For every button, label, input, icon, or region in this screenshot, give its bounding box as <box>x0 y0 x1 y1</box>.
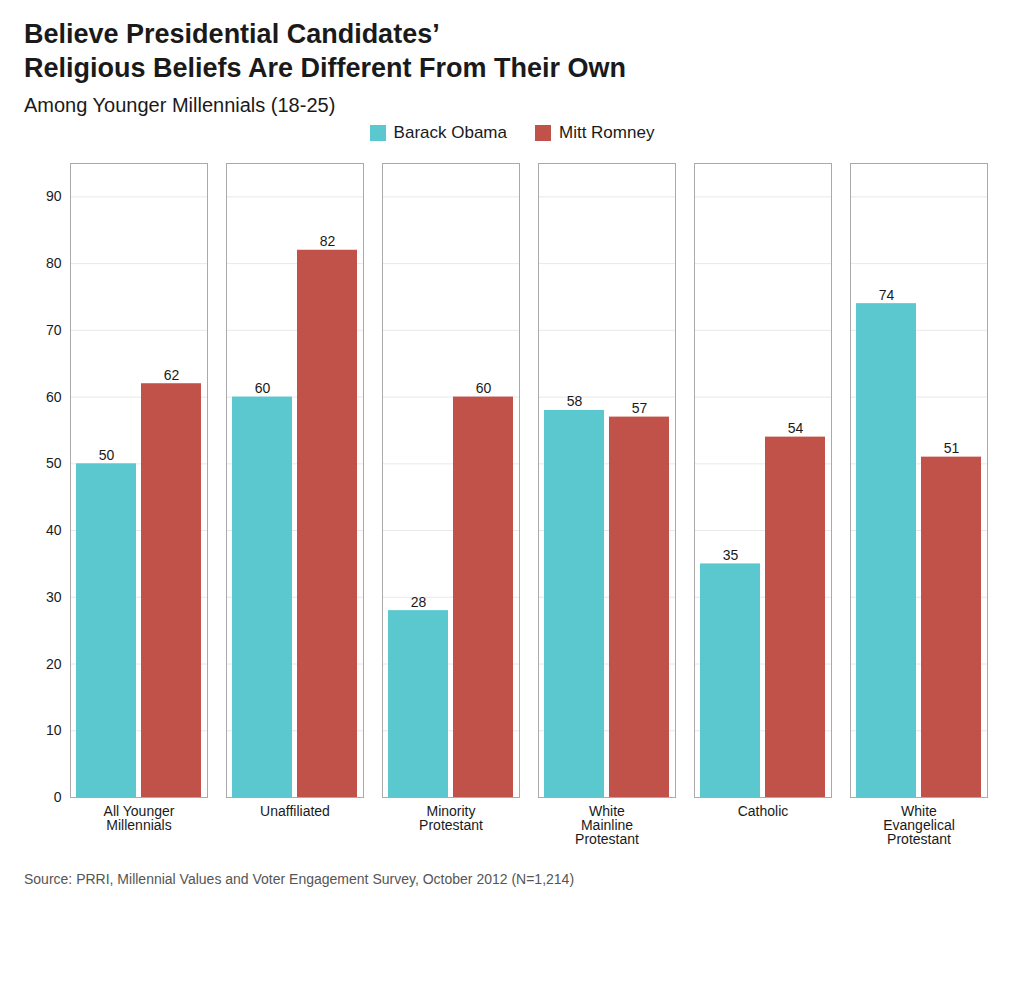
svg-text:50: 50 <box>99 446 115 462</box>
svg-text:10: 10 <box>46 722 62 738</box>
svg-text:WhiteEvangelicalProtestant: WhiteEvangelicalProtestant <box>883 803 955 847</box>
svg-text:74: 74 <box>879 286 895 302</box>
svg-text:30: 30 <box>46 588 62 604</box>
svg-text:60: 60 <box>255 380 271 396</box>
svg-text:WhiteMainlineProtestant: WhiteMainlineProtestant <box>575 803 639 847</box>
svg-text:58: 58 <box>567 393 583 409</box>
svg-text:35: 35 <box>723 546 739 562</box>
svg-text:40: 40 <box>46 522 62 538</box>
svg-text:28: 28 <box>411 593 427 609</box>
html-text:Among Younger Millennials (18-: Among Younger Millennials (18-25) <box>24 93 336 116</box>
svg-text:0: 0 <box>54 788 62 804</box>
html-text:Source: PRRI, Millennial Value: Source: PRRI, Millennial Values and Vote… <box>24 870 575 887</box>
svg-text:90: 90 <box>46 188 62 204</box>
html-text:Mitt Romney: Mitt Romney <box>559 122 655 142</box>
svg-text:82: 82 <box>320 233 336 249</box>
svg-text:All YoungerMillennials: All YoungerMillennials <box>104 803 175 833</box>
svg-text:80: 80 <box>46 255 62 271</box>
svg-text:62: 62 <box>164 366 180 382</box>
svg-text:51: 51 <box>944 440 960 456</box>
svg-text:60: 60 <box>46 388 62 404</box>
svg-text:Unaffiliated: Unaffiliated <box>260 803 330 819</box>
svg-text:Catholic: Catholic <box>738 803 789 819</box>
svg-text:20: 20 <box>46 655 62 671</box>
svg-text:50: 50 <box>46 455 62 471</box>
svg-text:60: 60 <box>476 380 492 396</box>
svg-text:MinorityProtestant: MinorityProtestant <box>419 803 483 833</box>
svg-text:54: 54 <box>788 420 804 436</box>
svg-text:57: 57 <box>632 400 648 416</box>
svg-text:70: 70 <box>46 321 62 337</box>
html-text:Believe Presidential Candidate: Believe Presidential Candidates’ Religio… <box>24 19 627 83</box>
html-text:Barack Obama: Barack Obama <box>393 122 507 142</box>
